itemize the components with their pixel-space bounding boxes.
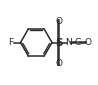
Text: O: O (55, 59, 62, 68)
Text: S: S (55, 37, 63, 48)
Text: F: F (9, 38, 14, 47)
Text: O: O (55, 17, 62, 26)
Text: N: N (66, 38, 72, 47)
Text: C: C (75, 38, 81, 47)
Text: O: O (84, 38, 91, 47)
